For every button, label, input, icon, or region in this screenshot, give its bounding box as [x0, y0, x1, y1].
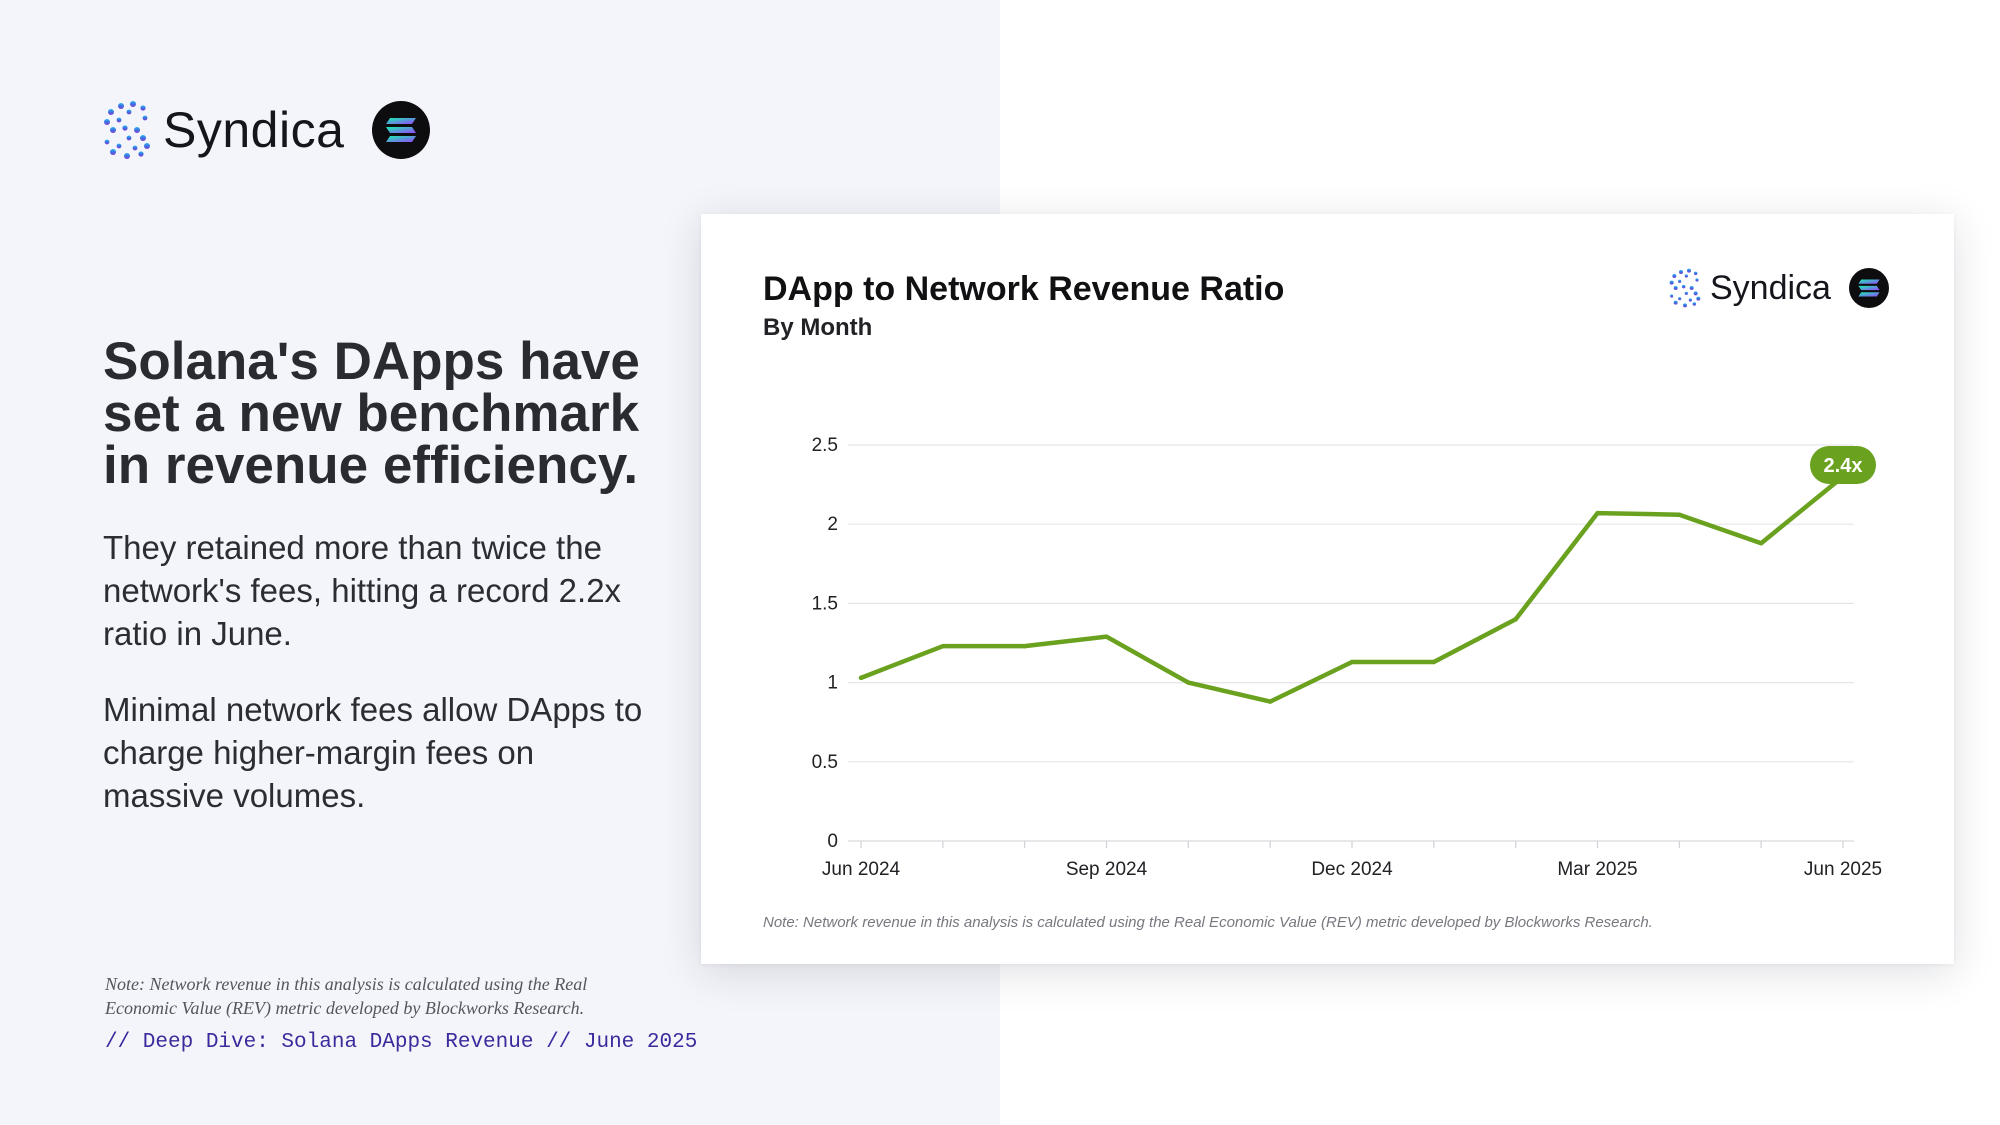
- syndica-logo-icon: [104, 101, 150, 159]
- data-point: [940, 643, 946, 649]
- data-point: [1186, 680, 1191, 685]
- data-point: [1677, 512, 1682, 517]
- solana-logo-icon: [1848, 268, 1889, 308]
- x-tick-label: Mar 2025: [1557, 859, 1637, 880]
- end-label-badge: [1810, 446, 1876, 484]
- deep-dive-tag: // Deep Dive: Solana DApps Revenue // Ju…: [105, 1031, 698, 1054]
- methodology-note: Note: Network revenue in this analysis i…: [105, 974, 588, 1018]
- data-point: [1104, 634, 1109, 639]
- solana-logo-icon: [372, 101, 431, 159]
- data-point: [858, 675, 864, 681]
- data-point: [1595, 510, 1600, 516]
- data-point: [1513, 617, 1518, 622]
- paragraph-retained-fees: They retained more than twice the networ…: [103, 529, 622, 652]
- chart-brand: Syndica: [1669, 268, 1889, 308]
- y-tick-label: 1: [827, 673, 838, 694]
- data-point: [1758, 541, 1764, 546]
- brand-header: Syndica: [103, 100, 431, 160]
- series-line: [858, 474, 1846, 704]
- headline: Solana's DApps have set a new benchmark …: [103, 332, 640, 495]
- data-point: [1431, 659, 1437, 665]
- y-tick-label: 0.5: [812, 752, 838, 773]
- y-tick-label: 2: [827, 514, 838, 535]
- y-tick-label: 2.5: [812, 435, 838, 456]
- x-tick-label: Jun 2025: [1804, 859, 1882, 880]
- end-label-text: 2.4x: [1824, 455, 1863, 477]
- chart-subtitle: By Month: [763, 314, 873, 341]
- data-point: [1349, 659, 1355, 665]
- chart-title: DApp to Network Revenue Ratio: [763, 270, 1285, 308]
- y-tick-label: 1.5: [812, 593, 838, 614]
- x-tick-label: Sep 2024: [1066, 859, 1148, 880]
- x-tick-label: Dec 2024: [1311, 859, 1393, 880]
- data-point: [1267, 699, 1273, 704]
- revenue-ratio-line-chart: 0 0.5 1 1.5 2 2.5 Jun 2024 Sep 2024 Dec 2024 Mar …: [812, 435, 1883, 880]
- y-tick-label: 0: [827, 831, 838, 852]
- chart-card: DApp to Network Revenue Ratio By Month: [701, 214, 1954, 964]
- syndica-logo-icon: [1669, 268, 1701, 308]
- x-tick-label: Jun 2024: [822, 859, 901, 880]
- brand-name: Syndica: [1710, 268, 1831, 307]
- paragraph-network-fees: Minimal network fees allow DApps to char…: [103, 691, 643, 814]
- brand-name: Syndica: [163, 102, 345, 158]
- chart-methodology-note: Note: Network revenue in this analysis i…: [763, 914, 1653, 931]
- data-point: [1022, 643, 1027, 649]
